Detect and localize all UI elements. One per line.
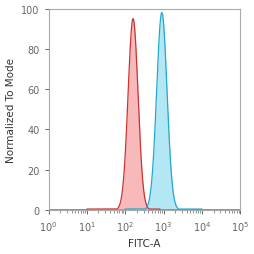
X-axis label: FITC-A: FITC-A xyxy=(128,239,160,248)
Y-axis label: Normalized To Mode: Normalized To Mode xyxy=(6,58,15,162)
